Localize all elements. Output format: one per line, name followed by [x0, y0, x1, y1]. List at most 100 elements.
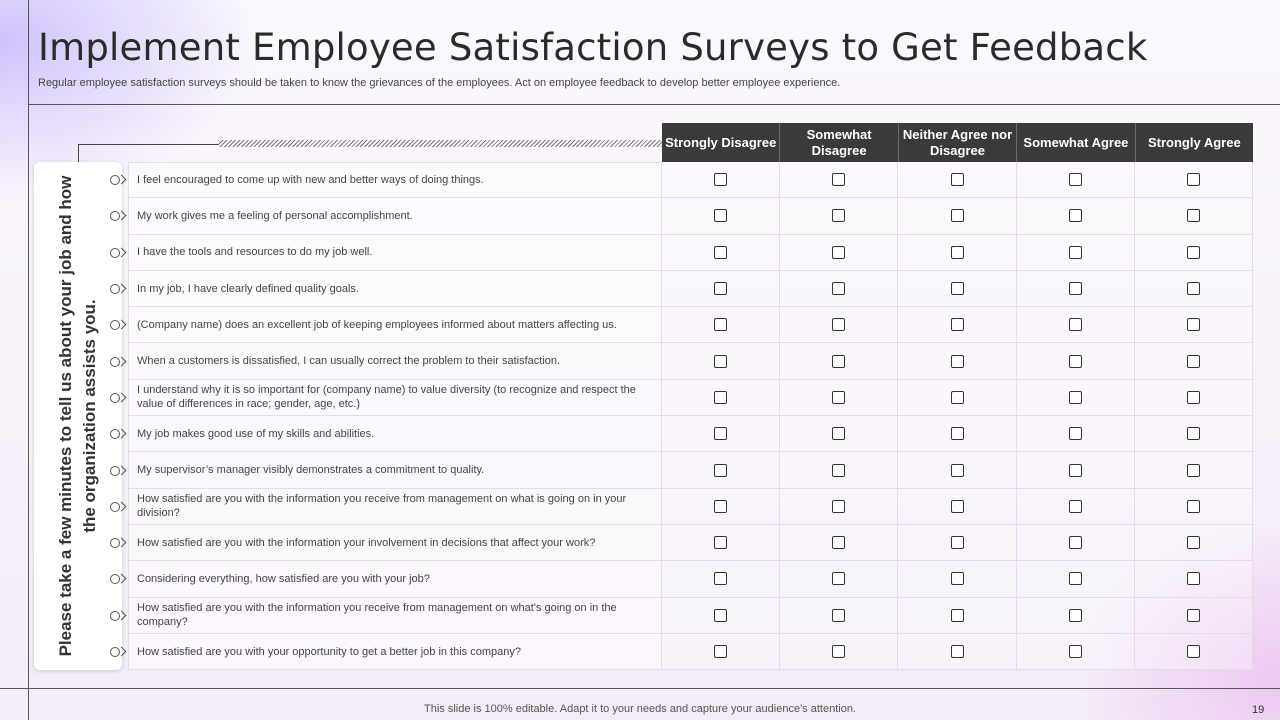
rating-checkbox[interactable] [1186, 209, 1200, 223]
survey-row: My job makes good use of my skills and a… [110, 416, 1254, 453]
rating-checkbox[interactable] [832, 427, 846, 441]
rating-cell [1134, 270, 1254, 308]
rating-checkbox[interactable] [714, 354, 728, 368]
rating-checkbox[interactable] [832, 572, 846, 586]
rating-checkbox[interactable] [1068, 427, 1082, 441]
rating-checkbox[interactable] [950, 209, 964, 223]
rating-cell [662, 597, 781, 634]
slide-subtitle: Regular employee satisfaction surveys sh… [38, 77, 841, 89]
rating-checkbox[interactable] [714, 318, 728, 332]
rating-cell [662, 162, 781, 199]
rating-checkbox[interactable] [714, 282, 728, 296]
rating-checkbox[interactable] [1068, 354, 1082, 368]
rating-checkbox[interactable] [950, 645, 964, 658]
rating-checkbox[interactable] [832, 645, 846, 658]
rating-checkbox[interactable] [1186, 499, 1200, 513]
rating-checkbox[interactable] [1186, 645, 1200, 658]
rating-checkbox[interactable] [832, 173, 846, 187]
rating-checkbox[interactable] [832, 354, 846, 368]
rating-checkbox[interactable] [1186, 463, 1200, 477]
column-header: Neither Agree nor Disagree [897, 123, 1016, 162]
rating-checkbox[interactable] [950, 390, 964, 404]
rating-checkbox[interactable] [714, 499, 728, 513]
circle-chevron-icon [110, 501, 130, 512]
rating-checkbox[interactable] [1068, 572, 1082, 586]
rating-checkbox[interactable] [714, 390, 728, 404]
rating-checkbox[interactable] [1186, 536, 1200, 550]
rating-checkbox[interactable] [1068, 318, 1082, 332]
rating-checkbox[interactable] [950, 318, 964, 332]
rating-cell [1016, 270, 1135, 308]
rating-checkbox[interactable] [1186, 282, 1200, 296]
rating-checkbox[interactable] [950, 427, 964, 441]
rating-cell [898, 379, 1017, 417]
survey-row: I understand why it is so important for … [110, 379, 1254, 417]
rating-cell [662, 270, 781, 308]
rating-checkbox[interactable] [1186, 318, 1200, 332]
circle-chevron-icon [110, 356, 130, 367]
rating-cell [1134, 597, 1254, 634]
rating-checkbox[interactable] [714, 463, 728, 477]
rating-checkbox[interactable] [1068, 608, 1082, 622]
side-prompt-text: Please take a few minutes to tell us abo… [56, 175, 99, 657]
rating-checkbox[interactable] [1068, 282, 1082, 296]
rating-checkbox[interactable] [950, 173, 964, 187]
rating-checkbox[interactable] [1186, 354, 1200, 368]
footer-note: This slide is 100% editable. Adapt it to… [424, 703, 856, 715]
rating-checkbox[interactable] [832, 499, 846, 513]
rating-checkbox[interactable] [832, 282, 846, 296]
column-header: Somewhat Disagree [779, 123, 897, 162]
rating-checkbox[interactable] [1186, 427, 1200, 441]
rating-cell [780, 524, 899, 562]
rating-checkbox[interactable] [1068, 390, 1082, 404]
rating-checkbox[interactable] [832, 245, 846, 259]
rating-checkbox[interactable] [832, 463, 846, 477]
rating-checkbox[interactable] [1068, 499, 1082, 513]
rating-checkbox[interactable] [950, 608, 964, 622]
rating-checkbox[interactable] [1068, 536, 1082, 550]
rating-checkbox[interactable] [832, 608, 846, 622]
rating-checkbox[interactable] [1068, 209, 1082, 223]
rating-cell [662, 343, 781, 380]
rating-checkbox[interactable] [1186, 173, 1200, 187]
rating-checkbox[interactable] [714, 209, 728, 223]
rating-checkbox[interactable] [714, 427, 728, 441]
rating-checkbox[interactable] [950, 245, 964, 259]
rating-checkbox[interactable] [1068, 245, 1082, 259]
rating-checkbox[interactable] [714, 608, 728, 622]
rating-cell [1134, 633, 1254, 671]
rating-checkbox[interactable] [832, 390, 846, 404]
rating-checkbox[interactable] [950, 282, 964, 296]
rating-cell [1016, 561, 1135, 598]
rating-cell [662, 633, 781, 671]
circle-chevron-icon [110, 610, 130, 621]
rating-checkbox[interactable] [714, 572, 728, 586]
circle-chevron-icon [110, 537, 130, 549]
rating-cell [1134, 488, 1254, 525]
survey-row: Considering everything, how satisfied ar… [110, 561, 1254, 598]
rating-checkbox[interactable] [714, 536, 728, 550]
rating-checkbox[interactable] [1186, 572, 1200, 586]
rating-checkbox[interactable] [950, 499, 964, 513]
rating-checkbox[interactable] [1186, 390, 1200, 404]
rating-checkbox[interactable] [950, 536, 964, 550]
rating-checkbox[interactable] [714, 245, 728, 259]
rating-checkbox[interactable] [1068, 173, 1082, 187]
rating-checkbox[interactable] [714, 645, 728, 658]
rating-checkbox[interactable] [832, 209, 846, 223]
rating-checkbox[interactable] [1186, 608, 1200, 622]
rating-cell [780, 234, 899, 271]
rating-cell [780, 379, 899, 417]
question-text: I feel encouraged to come up with new an… [128, 162, 662, 199]
rating-checkbox[interactable] [1068, 463, 1082, 477]
question-text: I have the tools and resources to do my … [128, 234, 662, 271]
rating-checkbox[interactable] [714, 173, 728, 187]
rating-checkbox[interactable] [1068, 645, 1082, 658]
rating-cell [898, 162, 1017, 199]
rating-checkbox[interactable] [950, 463, 964, 477]
rating-checkbox[interactable] [832, 318, 846, 332]
rating-checkbox[interactable] [950, 354, 964, 368]
rating-checkbox[interactable] [832, 536, 846, 550]
rating-checkbox[interactable] [950, 572, 964, 586]
rating-checkbox[interactable] [1186, 245, 1200, 259]
